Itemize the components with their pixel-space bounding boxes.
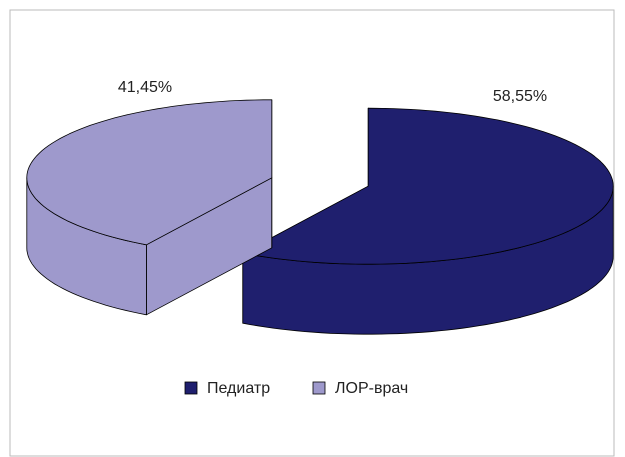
slice [242, 107, 614, 265]
slice [26, 99, 273, 246]
data-label: 58,55% [493, 88, 547, 105]
legend-label: ЛОР-врач [335, 380, 408, 397]
legend-swatch [312, 381, 326, 395]
legend-label: Педиатр [207, 380, 270, 397]
chart-frame [9, 9, 615, 457]
data-label: 41,45% [118, 79, 172, 96]
legend-swatch [184, 381, 198, 395]
